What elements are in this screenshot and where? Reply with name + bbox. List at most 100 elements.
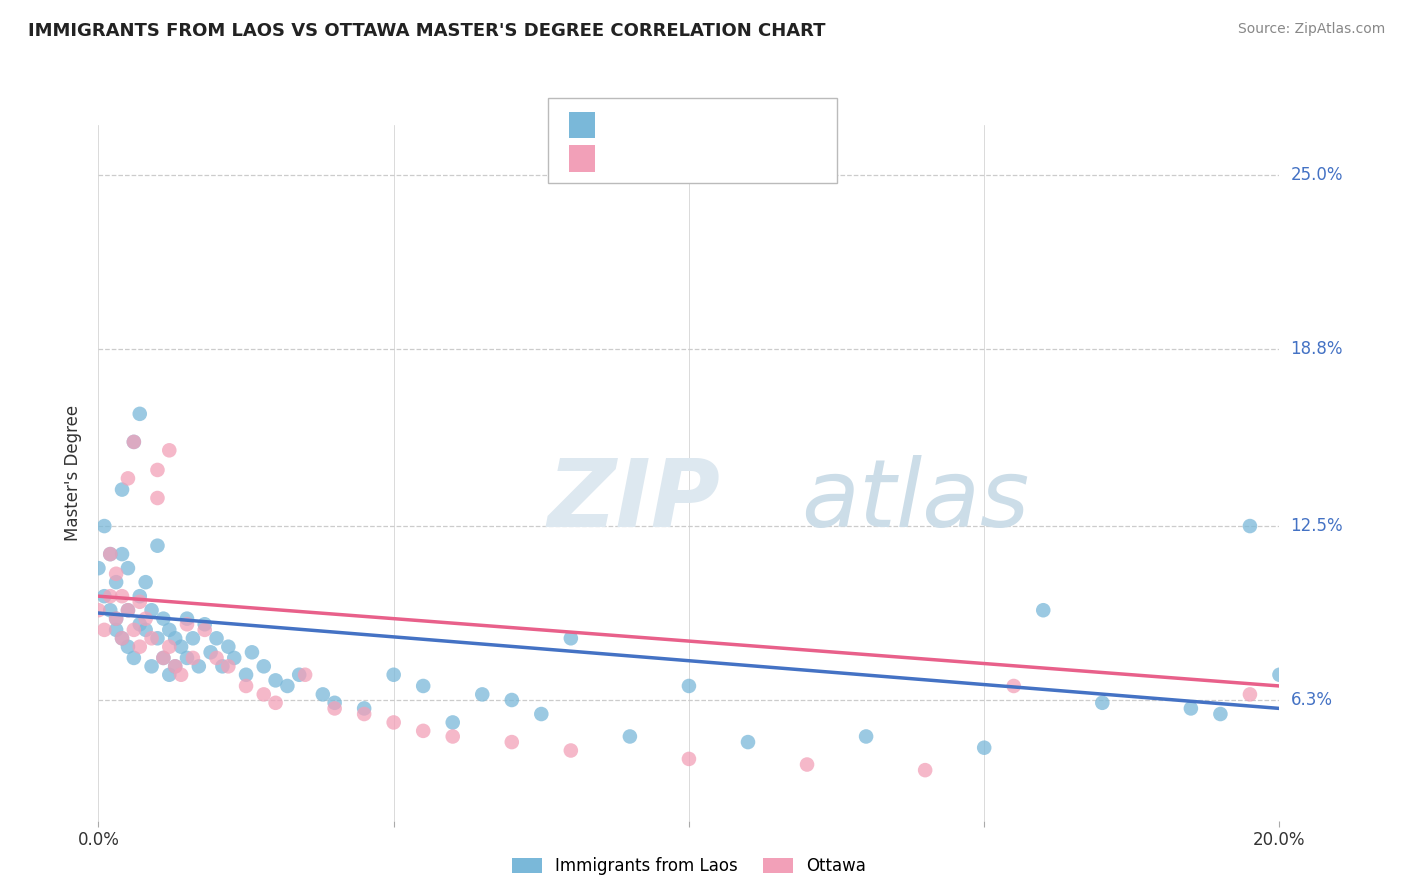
- Point: [353, 706, 375, 721]
- Point: [157, 443, 180, 458]
- Point: [217, 640, 239, 654]
- Text: 25.0%: 25.0%: [1291, 167, 1343, 185]
- Point: [312, 687, 335, 701]
- Point: [264, 696, 287, 710]
- Point: [128, 589, 150, 603]
- Point: [157, 667, 180, 681]
- Point: [560, 743, 582, 757]
- Point: [253, 687, 276, 701]
- Point: [382, 715, 405, 730]
- Point: [412, 679, 434, 693]
- Point: [157, 623, 180, 637]
- Point: [93, 589, 115, 603]
- Point: [128, 640, 150, 654]
- Point: [117, 603, 139, 617]
- Point: [288, 667, 311, 681]
- Point: [1002, 679, 1025, 693]
- Point: [619, 730, 641, 744]
- Point: [128, 617, 150, 632]
- Point: [211, 659, 233, 673]
- Point: [98, 589, 121, 603]
- Point: [323, 696, 346, 710]
- Point: [152, 651, 174, 665]
- Point: [471, 687, 494, 701]
- Point: [353, 701, 375, 715]
- Point: [111, 632, 134, 646]
- Point: [135, 623, 157, 637]
- Point: [141, 659, 163, 673]
- Point: [105, 612, 128, 626]
- Point: [165, 659, 187, 673]
- Text: 12.5%: 12.5%: [1291, 517, 1343, 535]
- Point: [194, 617, 217, 632]
- Point: [1239, 519, 1261, 533]
- Point: [117, 471, 139, 485]
- Point: [323, 701, 346, 715]
- Point: [264, 673, 287, 688]
- Point: [105, 575, 128, 590]
- Text: 6.3%: 6.3%: [1291, 691, 1333, 709]
- Point: [122, 623, 145, 637]
- Point: [146, 539, 169, 553]
- Point: [128, 595, 150, 609]
- Point: [678, 752, 700, 766]
- Point: [141, 603, 163, 617]
- Point: [152, 651, 174, 665]
- Point: [678, 679, 700, 693]
- Point: [165, 632, 187, 646]
- Point: [146, 491, 169, 505]
- Point: [412, 723, 434, 738]
- Point: [235, 679, 257, 693]
- Point: [1180, 701, 1202, 715]
- Point: [276, 679, 298, 693]
- Point: [1268, 667, 1291, 681]
- Point: [796, 757, 818, 772]
- Point: [93, 623, 115, 637]
- Point: [181, 651, 204, 665]
- Point: [240, 645, 263, 659]
- Legend: Immigrants from Laos, Ottawa: Immigrants from Laos, Ottawa: [505, 851, 873, 882]
- Y-axis label: Master's Degree: Master's Degree: [65, 405, 83, 541]
- Point: [146, 463, 169, 477]
- Point: [105, 623, 128, 637]
- Text: N = 44: N = 44: [738, 150, 800, 168]
- Point: [217, 659, 239, 673]
- Point: [205, 651, 228, 665]
- Point: [152, 612, 174, 626]
- Point: [737, 735, 759, 749]
- Point: [441, 715, 464, 730]
- Point: [224, 651, 246, 665]
- Point: [87, 561, 110, 575]
- Point: [117, 561, 139, 575]
- Text: N = 69: N = 69: [738, 116, 800, 134]
- Text: R = -0.122: R = -0.122: [603, 150, 700, 168]
- Point: [135, 612, 157, 626]
- Text: IMMIGRANTS FROM LAOS VS OTTAWA MASTER'S DEGREE CORRELATION CHART: IMMIGRANTS FROM LAOS VS OTTAWA MASTER'S …: [28, 22, 825, 40]
- Point: [187, 659, 209, 673]
- Point: [111, 547, 134, 561]
- Point: [117, 640, 139, 654]
- Point: [105, 566, 128, 581]
- Point: [205, 632, 228, 646]
- Point: [253, 659, 276, 673]
- Point: [501, 693, 523, 707]
- Point: [560, 632, 582, 646]
- Point: [176, 617, 198, 632]
- Point: [382, 667, 405, 681]
- Point: [98, 547, 121, 561]
- Point: [128, 407, 150, 421]
- Point: [235, 667, 257, 681]
- Point: [973, 740, 995, 755]
- Point: [1209, 706, 1232, 721]
- Point: [157, 640, 180, 654]
- Point: [146, 632, 169, 646]
- Point: [181, 632, 204, 646]
- Text: ZIP: ZIP: [547, 455, 720, 547]
- Point: [170, 667, 193, 681]
- Point: [530, 706, 553, 721]
- Point: [1032, 603, 1054, 617]
- Point: [105, 612, 128, 626]
- Point: [194, 623, 217, 637]
- Point: [98, 603, 121, 617]
- Point: [111, 589, 134, 603]
